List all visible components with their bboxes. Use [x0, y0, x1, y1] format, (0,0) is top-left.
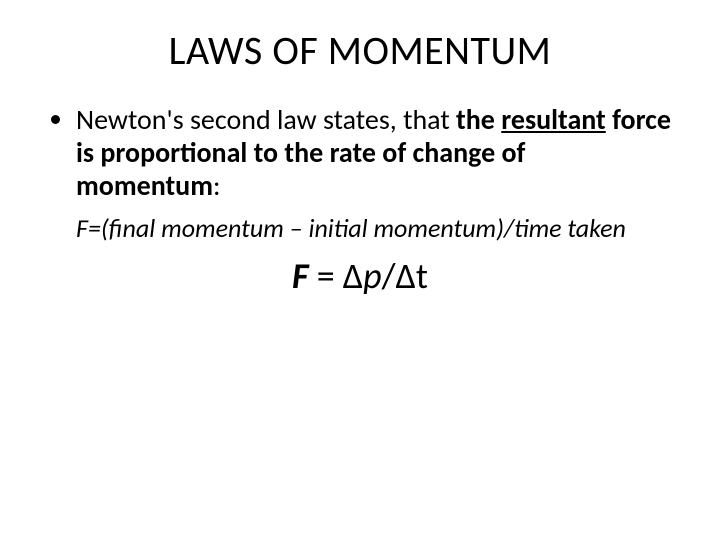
formula-dp-wrap: Δp	[343, 254, 382, 298]
formula-slash: /	[382, 254, 396, 298]
slide-title: LAWS OF MOMENTUM	[48, 26, 672, 75]
bullet-list: Newton's second law states, that the res…	[48, 103, 672, 202]
bullet-bold-1: the	[456, 102, 501, 137]
formula-main: F = Δp/Δt	[48, 254, 672, 298]
bullet-tail: :	[213, 168, 221, 203]
formula-p: p	[363, 254, 382, 298]
bullet-resultant: resultant	[501, 102, 606, 137]
formula-dt: Δt	[396, 254, 428, 298]
formula-text-line: F=(final momentum – initial momentum)/ti…	[76, 212, 672, 244]
formula-eq: =	[309, 254, 343, 298]
bullet-item: Newton's second law states, that the res…	[76, 103, 672, 202]
bullet-lead: Newton's second law states, that	[76, 102, 456, 137]
slide: LAWS OF MOMENTUM Newton's second law sta…	[0, 0, 720, 540]
formula-F: F	[292, 254, 309, 298]
